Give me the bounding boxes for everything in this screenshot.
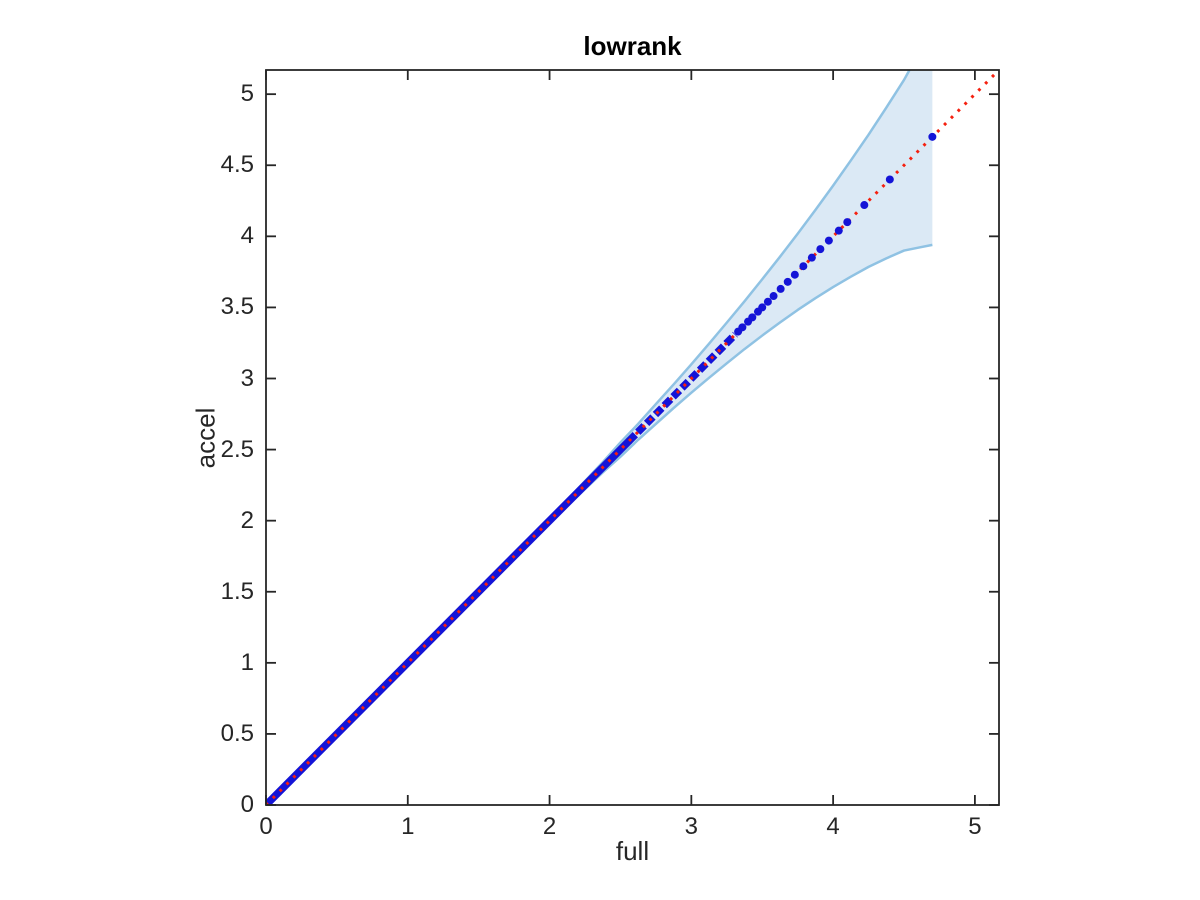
x-tick-label: 0 [259, 813, 273, 840]
y-tick-label: 4.5 [220, 151, 254, 179]
scatter-point [776, 284, 785, 293]
scatter-point [928, 132, 937, 141]
chart-title: lowrank [583, 31, 682, 61]
x-tick-label: 2 [542, 813, 557, 840]
axes-border [265, 69, 1000, 806]
scatter-point [824, 236, 833, 245]
scatter-point [763, 297, 772, 306]
confidence-band [266, 70, 933, 805]
scatter-point [738, 323, 747, 332]
y-tick-label: 0 [240, 790, 254, 818]
y-tick-label: 0.5 [220, 719, 254, 747]
data-series [266, 70, 999, 805]
x-tick-label: 1 [401, 813, 415, 840]
scatter-point [860, 201, 869, 210]
confidence-band-upper-edge [266, 70, 911, 805]
identity-reference-line [266, 70, 999, 805]
y-tick-label: 2.5 [220, 435, 254, 463]
confidence-band-lower-edge [266, 243, 933, 805]
scatter-point [816, 245, 825, 254]
scatter-merged-dots [626, 331, 738, 444]
scatter-point [769, 292, 778, 301]
scatter-point [799, 262, 808, 271]
scatter-point [783, 277, 792, 286]
y-tick-label: 1 [240, 648, 254, 676]
scatter-point [834, 226, 843, 235]
scatter-point [807, 253, 816, 262]
confidence-band-fill [266, 70, 933, 805]
x-tick-label: 4 [826, 813, 840, 840]
scatter-point [748, 313, 757, 322]
y-tick-label: 2 [240, 506, 254, 534]
scatter-point [885, 175, 894, 184]
y-tick-label: 4 [240, 222, 254, 250]
scatter-point [843, 218, 852, 227]
y-tick-label: 1.5 [220, 577, 254, 605]
y-tick-label: 3 [240, 364, 254, 392]
x-tick-label: 5 [968, 813, 982, 840]
scatter-point [758, 303, 767, 312]
scatter-point [790, 270, 799, 279]
y-tick-label: 5 [240, 79, 254, 107]
x-tick-label: 3 [684, 813, 699, 840]
y-tick-label: 3.5 [220, 293, 254, 321]
x-axis-label: full [615, 836, 650, 866]
